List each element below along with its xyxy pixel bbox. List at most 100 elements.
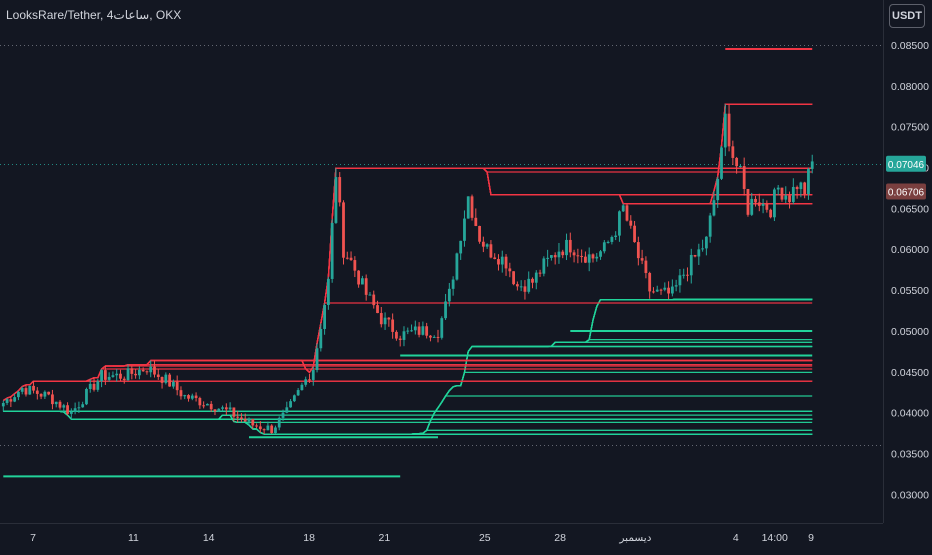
candle-body [781, 188, 784, 200]
candle-body [762, 204, 765, 206]
candle-body [180, 390, 183, 396]
candle-body [474, 218, 477, 226]
candle-body [369, 295, 372, 296]
candle-body [542, 258, 545, 273]
candle-body [565, 240, 568, 255]
price-tick-label: 0.08000 [891, 81, 929, 93]
candle-body [108, 377, 111, 380]
candle-body [716, 179, 719, 200]
candle-body [335, 177, 338, 223]
candle-body [70, 412, 73, 414]
candle-body [724, 114, 727, 148]
price-tick-label: 0.08500 [891, 40, 929, 52]
candle-body [777, 188, 780, 190]
time-tick-label: ديسمبر [618, 532, 651, 544]
candle-body [6, 399, 9, 403]
candle [467, 196, 470, 218]
candle-body [478, 226, 481, 242]
candle-body [81, 404, 84, 407]
candle-body [55, 402, 58, 404]
candle-body [682, 275, 685, 276]
time-tick-label: 11 [128, 532, 139, 544]
candle [342, 200, 345, 264]
candle-body [259, 426, 262, 429]
candle-body [531, 279, 534, 283]
candle [338, 172, 341, 206]
candle [471, 195, 474, 221]
candle-body [285, 407, 288, 412]
candle-body [803, 182, 806, 194]
candle-body [429, 336, 432, 338]
currency-button[interactable]: USDT [889, 4, 925, 28]
reference-price-badge-label: 0.06706 [888, 188, 925, 199]
candle [327, 277, 330, 310]
candle-body [686, 275, 689, 276]
candle-body [59, 402, 62, 408]
candle-body [576, 255, 579, 256]
candle-body [799, 182, 802, 189]
candle-body [709, 216, 712, 237]
candle-body [130, 368, 133, 374]
candle-body [104, 370, 107, 380]
candle-body [391, 319, 394, 331]
candle-body [323, 305, 326, 329]
time-tick-label: 25 [479, 532, 491, 544]
candle [331, 219, 334, 283]
candle-body [539, 273, 542, 274]
candle-body [78, 407, 81, 408]
candle-body [365, 278, 368, 295]
candle-body [327, 279, 330, 305]
chart-title: LooksRare/Tether, 4ساعات, OKX [6, 8, 181, 22]
candle-body [512, 271, 515, 284]
candle-body [743, 166, 746, 189]
candle-body [380, 313, 383, 324]
candle-body [115, 374, 118, 376]
candle [747, 189, 750, 217]
price-tick-label: 0.06500 [891, 203, 929, 215]
candle-body [796, 187, 799, 189]
candle-body [550, 255, 553, 258]
candle-body [372, 295, 375, 306]
candle-body [701, 248, 704, 249]
candle-body [656, 290, 659, 292]
candle-body [202, 405, 205, 406]
price-tick-label: 0.06000 [891, 244, 929, 256]
candle-body [520, 286, 523, 287]
candle-body [350, 258, 353, 260]
current-price-badge: 0.07046 [886, 156, 926, 172]
candle-body [410, 330, 413, 331]
candle-body [505, 257, 508, 269]
candle-body [112, 375, 115, 377]
candle-body [614, 236, 617, 237]
candle-body [618, 211, 621, 235]
candle-body [758, 202, 761, 205]
candle [85, 388, 88, 405]
candle-body [641, 258, 644, 260]
time-tick-label: 21 [379, 532, 391, 544]
candle-body [558, 252, 561, 258]
candle-body [493, 257, 496, 259]
candle-body [463, 219, 466, 241]
candle-body [607, 242, 610, 243]
candle-body [807, 169, 810, 194]
candle-body [414, 327, 417, 331]
candle-body [731, 146, 734, 158]
candle-body [384, 318, 387, 325]
candle-body [679, 275, 682, 285]
candle [168, 373, 171, 387]
candle [626, 204, 629, 222]
candle-body [13, 397, 16, 401]
candle-body [459, 241, 462, 254]
candle-body [282, 413, 285, 418]
candle-body [66, 405, 69, 414]
candle-body [595, 257, 598, 259]
price-tick-label: 0.07500 [891, 122, 929, 134]
candle-body [316, 348, 319, 370]
candle-body [255, 425, 258, 426]
candle-body [217, 409, 220, 412]
candle-body [660, 290, 663, 291]
candle-body [675, 285, 678, 286]
time-tick-label: 4 [733, 532, 739, 544]
